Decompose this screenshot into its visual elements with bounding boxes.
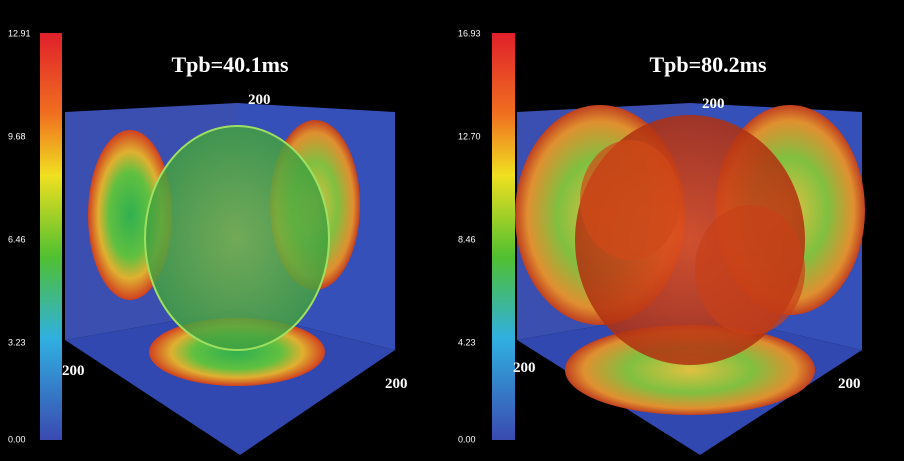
shock-surface xyxy=(145,126,329,350)
axis-label: 200 xyxy=(702,96,725,112)
colorbar xyxy=(40,33,62,440)
colorbar-tick: 0.00 xyxy=(458,434,476,444)
figure: Tpb=40.1ms 12.91 9.68 6.46 3.23 0.00 200… xyxy=(0,0,904,461)
panel-title: Tpb=80.2ms xyxy=(649,52,767,77)
axis-label: 200 xyxy=(513,360,536,376)
colorbar-tick: 9.68 xyxy=(8,131,26,141)
colorbar-tick: 12.91 xyxy=(8,28,31,38)
colorbar-tick: 12.70 xyxy=(458,131,481,141)
axis-label: 200 xyxy=(838,376,861,392)
colorbar-tick: 0.00 xyxy=(8,434,26,444)
colorbar-tick: 4.23 xyxy=(458,337,476,347)
axis-label: 200 xyxy=(385,376,408,392)
plume xyxy=(580,140,680,260)
colorbar-tick: 3.23 xyxy=(8,337,26,347)
colorbar-tick: 16.93 xyxy=(458,28,481,38)
panel-title: Tpb=40.1ms xyxy=(171,52,289,77)
colorbar xyxy=(492,33,515,440)
axis-label: 200 xyxy=(248,92,271,108)
axis-label: 200 xyxy=(62,363,85,379)
colorbar-tick: 6.46 xyxy=(8,234,26,244)
colorbar-tick: 8.46 xyxy=(458,234,476,244)
plume xyxy=(695,205,805,335)
